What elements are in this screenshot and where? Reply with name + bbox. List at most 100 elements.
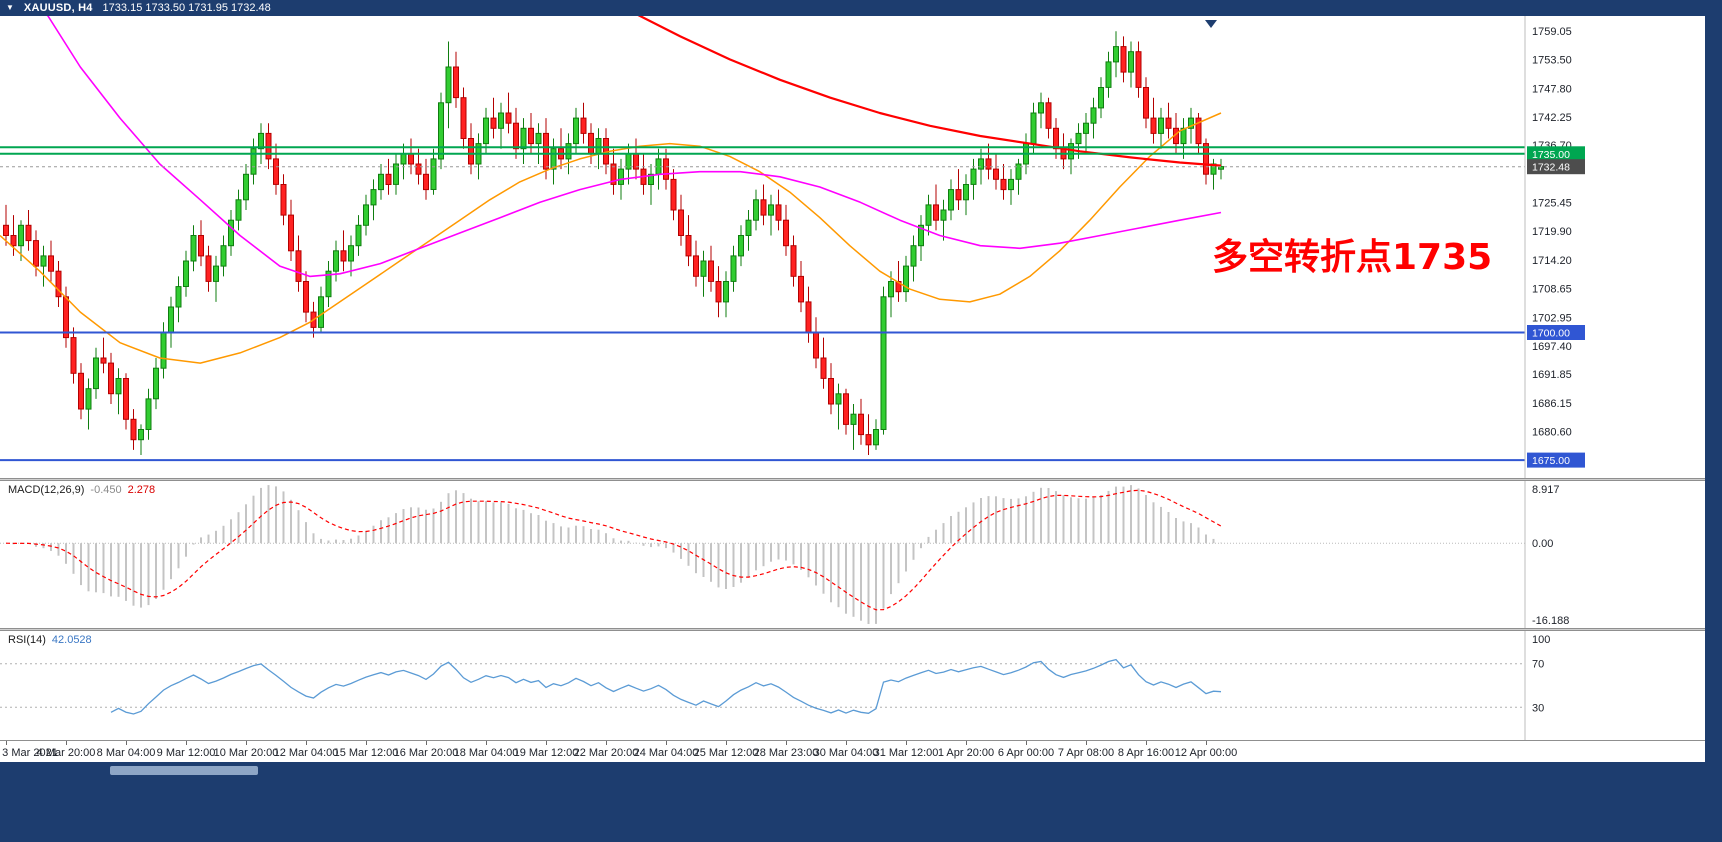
candle-up <box>1113 46 1119 63</box>
candle-up <box>348 245 354 262</box>
candle-up <box>1038 102 1044 114</box>
candle-up <box>940 209 947 221</box>
pane-separator[interactable] <box>0 628 1705 631</box>
candle-down <box>693 255 699 277</box>
time-tick-label: 19 Mar 12:00 <box>513 747 579 759</box>
candle-down <box>1120 46 1127 73</box>
time-tick-label: 15 Mar 12:00 <box>333 747 399 759</box>
candle-up <box>873 429 879 446</box>
rsi-name: RSI(14) <box>8 634 46 646</box>
candle-down <box>805 301 812 333</box>
candle-down <box>865 434 872 446</box>
time-tick-label: 10 Mar 20:00 <box>213 747 279 759</box>
horizontal-scrollbar-track[interactable] <box>0 762 1722 842</box>
time-tick-label: 28 Mar 23:00 <box>753 747 819 759</box>
candle-up <box>153 367 159 400</box>
rsi-canvas[interactable]: 100 70 30 <box>0 631 1705 740</box>
price-chart-canvas[interactable]: 1759.051753.501747.801742.251736.701725.… <box>0 16 1705 478</box>
macd-canvas[interactable]: 8.917 0.00 -16.188 <box>0 481 1705 628</box>
candle-up <box>1188 117 1194 129</box>
candle-down <box>78 372 84 410</box>
candle-up <box>648 173 654 186</box>
macd-axis-label: 8.917 <box>1532 484 1560 496</box>
time-tick-label: 8 Mar 04:00 <box>96 747 156 759</box>
time-tick <box>546 741 547 745</box>
rsi-indicator-label: RSI(14) 42.0528 <box>8 634 92 646</box>
candle-down <box>1203 143 1209 175</box>
candle-up <box>370 189 377 206</box>
candle-up <box>978 158 984 170</box>
candle-down <box>813 332 819 359</box>
candle-up <box>115 378 122 395</box>
candle-up <box>333 250 339 272</box>
candle-down <box>33 240 39 267</box>
time-tick-label: 4 Mar 20:00 <box>36 747 96 759</box>
time-tick <box>186 741 187 745</box>
candle-up <box>1083 122 1089 134</box>
candle-down <box>340 250 347 262</box>
autoscroll-marker-icon <box>1205 20 1217 28</box>
candle-up <box>880 296 887 430</box>
time-axis[interactable]: 3 Mar 2021 4 Mar 20:00 8 Mar 04:00 9 Mar 12… <box>0 740 1705 762</box>
candle-up <box>1015 163 1022 180</box>
candle-up <box>1008 178 1014 191</box>
candle-down <box>1195 117 1202 145</box>
time-tick <box>606 741 607 745</box>
candle-down <box>1143 87 1149 119</box>
macd-pane[interactable]: 8.917 0.00 -16.188 <box>0 481 1705 628</box>
candle-down <box>933 204 939 221</box>
candle-down <box>663 158 669 180</box>
candle-up <box>445 66 452 104</box>
price-axis-label: 1702.95 <box>1532 312 1572 324</box>
price-axis-label: 1725.45 <box>1532 198 1572 210</box>
candle-down <box>588 132 594 155</box>
macd-signal-value: 2.278 <box>127 484 156 496</box>
candle-down <box>273 158 279 185</box>
candle-up <box>258 132 264 150</box>
price-tag <box>1527 146 1585 162</box>
candle-up <box>618 168 624 185</box>
candle-up <box>918 224 924 247</box>
candle-up <box>850 413 857 425</box>
candle-down <box>820 357 827 379</box>
time-tick <box>1086 741 1087 745</box>
one-click-trading-collapse-icon[interactable]: ▼ <box>6 3 14 12</box>
candle-down <box>715 281 722 303</box>
candle-down <box>423 173 429 191</box>
candle-down <box>130 418 137 441</box>
time-tick <box>1026 741 1027 745</box>
rsi-pane[interactable]: 100 70 30 <box>0 631 1705 740</box>
candle-down <box>123 378 129 420</box>
ma-mid-orange <box>0 112 1222 364</box>
candle-up <box>160 332 167 369</box>
candle-up <box>138 429 144 441</box>
candle-down <box>1150 117 1157 134</box>
candle-up <box>903 265 909 293</box>
time-tick-label: 3 Mar 2021 <box>2 747 58 759</box>
price-tag <box>1527 325 1585 340</box>
time-tick <box>426 741 427 745</box>
candle-up <box>145 398 152 430</box>
candle-down <box>453 66 459 99</box>
rsi-axis-label: 70 <box>1532 659 1544 671</box>
time-tick-label: 30 Mar 04:00 <box>813 747 879 759</box>
scrollbar-thumb[interactable] <box>110 766 258 775</box>
rsi-line <box>110 658 1222 715</box>
candle-down <box>843 393 849 425</box>
candle-up <box>228 219 234 247</box>
candle-up <box>573 117 579 145</box>
candle-down <box>783 219 789 247</box>
main-chart-pane[interactable]: 1759.05 1753.50 1747.80 1742.25 1736.70 1725.… <box>0 16 1705 478</box>
time-tick <box>1146 741 1147 745</box>
time-tick-label: 22 Mar 20:00 <box>573 747 639 759</box>
time-tick <box>306 741 307 745</box>
time-tick <box>906 741 907 745</box>
candle-down <box>55 270 62 298</box>
candle-up <box>220 245 227 267</box>
candle-up <box>565 143 572 160</box>
candle-down <box>1135 51 1142 88</box>
candle-down <box>678 209 684 236</box>
time-tick <box>66 741 67 745</box>
candle-up <box>1098 87 1104 109</box>
pane-separator[interactable] <box>0 478 1705 481</box>
